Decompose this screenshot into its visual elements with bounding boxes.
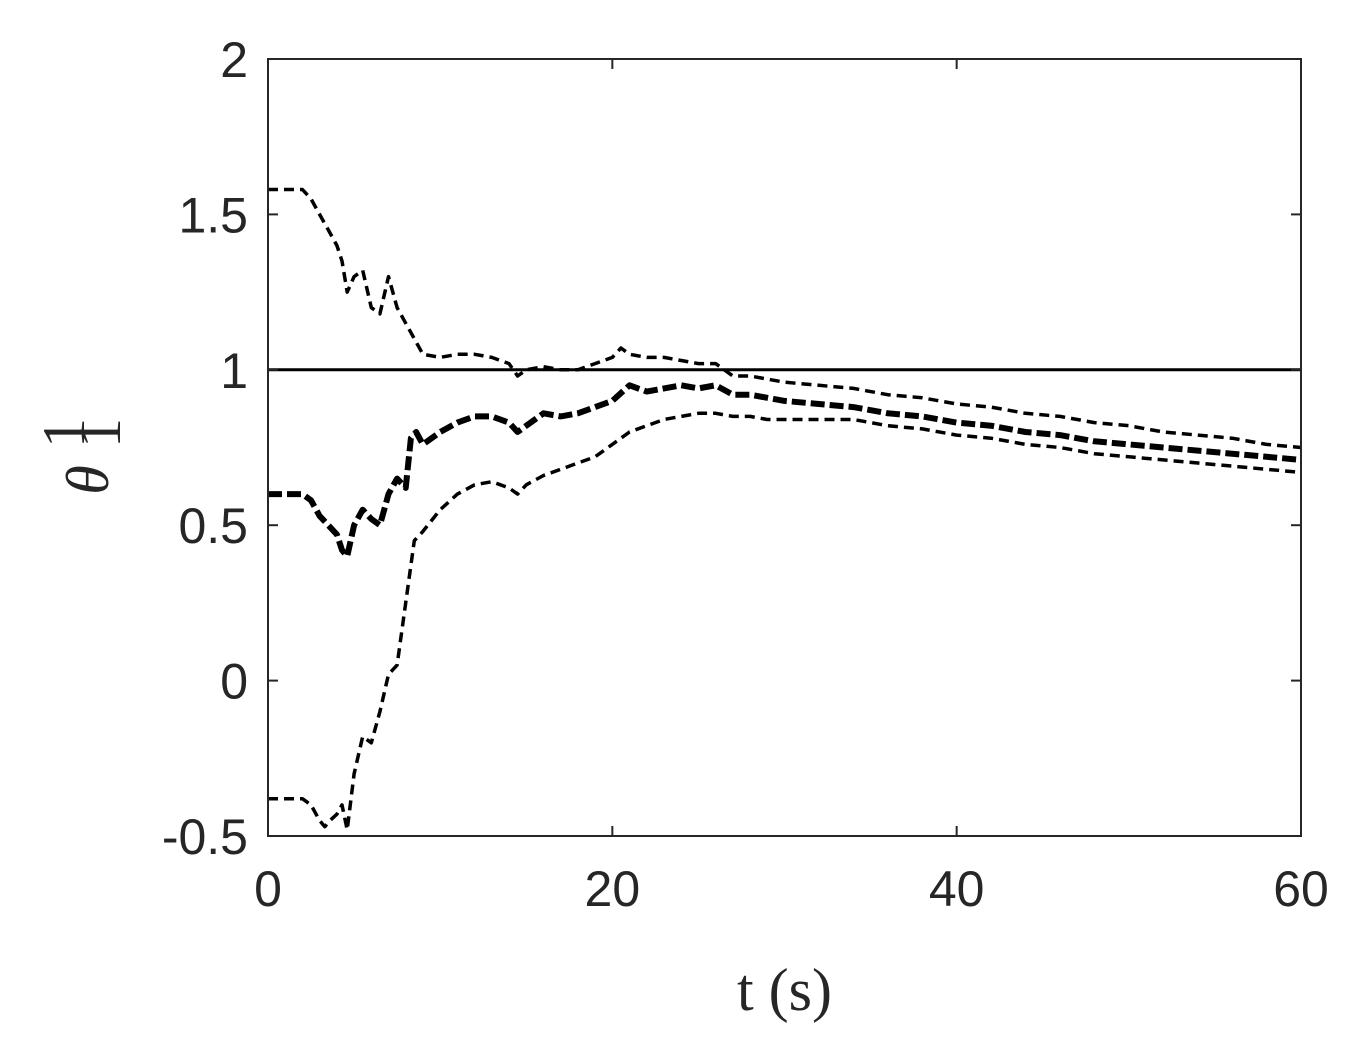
series-line-estimate bbox=[268, 382, 1301, 560]
ticks-layer: 0 20 40 60-0.500.511.52 bbox=[162, 32, 1329, 917]
y-tick-label: 2 bbox=[220, 32, 248, 88]
y-tick-label: -0.5 bbox=[162, 809, 248, 865]
labels-layer: t (s) θ 1 1 bbox=[31, 418, 832, 1023]
series-layer bbox=[268, 187, 1301, 832]
svg-text:1: 1 bbox=[31, 418, 97, 448]
x-tick-label: 20 bbox=[585, 861, 641, 917]
y-axis-label: θ 1 1 bbox=[31, 418, 133, 495]
x-axis-label: t (s) bbox=[737, 957, 832, 1023]
series-line-lower-bound bbox=[268, 411, 1301, 832]
y-axis-label-subscript: 1 bbox=[67, 418, 133, 448]
svg-text:1: 1 bbox=[67, 418, 133, 448]
plot-area-frame bbox=[267, 58, 1302, 837]
y-axis-label-symbol: θ bbox=[55, 465, 121, 494]
y-tick-label: 1 bbox=[220, 343, 248, 399]
y-tick-label: 1.5 bbox=[178, 187, 248, 243]
x-tick-label: 0 bbox=[254, 861, 282, 917]
series-line-upper-bound bbox=[268, 187, 1301, 450]
x-tick-label: 40 bbox=[929, 861, 985, 917]
y-axis-label-superscript: 1 bbox=[31, 418, 97, 448]
svg-text:θ: θ bbox=[55, 465, 121, 494]
y-tick-label: 0 bbox=[220, 654, 248, 710]
x-tick-label: 60 bbox=[1273, 861, 1329, 917]
y-tick-label: 0.5 bbox=[178, 498, 248, 554]
